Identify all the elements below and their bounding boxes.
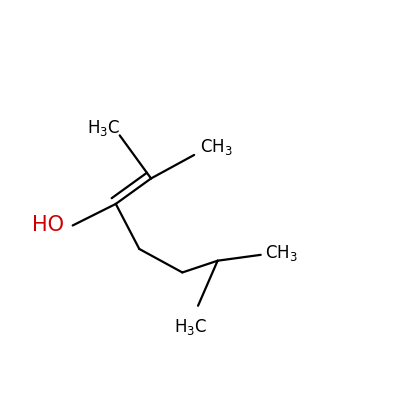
- Text: CH$_3$: CH$_3$: [200, 137, 233, 157]
- Text: HO: HO: [32, 216, 64, 236]
- Text: H$_3$C: H$_3$C: [88, 118, 121, 138]
- Text: H$_3$C: H$_3$C: [174, 317, 207, 337]
- Text: CH$_3$: CH$_3$: [265, 243, 297, 263]
